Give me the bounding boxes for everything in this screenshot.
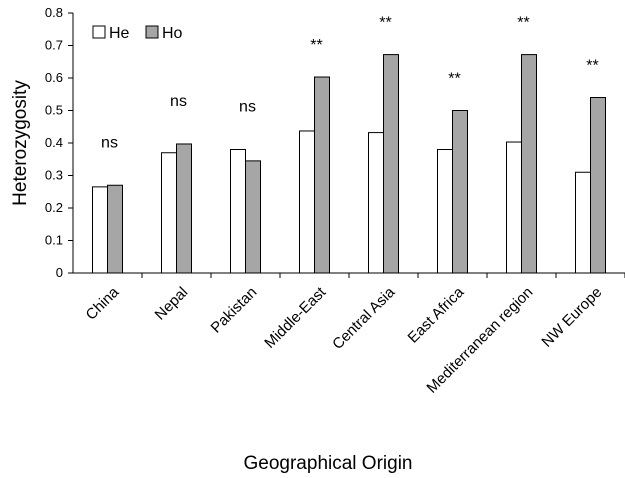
significance-label: ** <box>586 58 598 75</box>
bar-ho <box>107 184 123 274</box>
significance-label: ** <box>448 71 460 88</box>
y-tick-label: 0.7 <box>45 38 63 53</box>
legend-label-he: He <box>109 25 130 42</box>
category-label: NW Europe <box>538 284 605 351</box>
x-axis-title: Geographical Origin <box>244 453 413 474</box>
category-label: Central Asia <box>329 283 399 353</box>
significance-label: ns <box>239 99 256 116</box>
y-tick-label: 0.8 <box>45 5 63 20</box>
bar-ho <box>245 160 261 274</box>
legend: He Ho <box>92 25 183 42</box>
legend-swatch-ho <box>145 25 159 39</box>
y-tick-label: 0 <box>56 265 63 280</box>
bar-ho <box>590 97 606 274</box>
bar-he <box>299 130 315 274</box>
y-tick-label: 0.4 <box>45 135 63 150</box>
y-tick-label: 0.1 <box>45 233 63 248</box>
bar-ho <box>383 54 399 274</box>
category-label: East Africa <box>405 283 468 346</box>
bar-he <box>575 171 591 274</box>
bar-he <box>437 149 453 274</box>
bar-he <box>92 186 108 274</box>
y-axis-title: Heterozygosity <box>10 80 31 206</box>
significance-label: ** <box>517 15 529 32</box>
bar-ho <box>452 110 468 274</box>
category-label: Nepal <box>152 284 192 324</box>
y-tick-label: 0.6 <box>45 70 63 85</box>
plot-area: 0 0.1 0.2 0.3 0.4 0.5 0.6 0.7 0.8 ns China ns Nepal n… <box>45 5 625 397</box>
bar-he <box>161 152 177 274</box>
category-label: Pakistan <box>208 284 261 337</box>
category-label: China <box>83 283 123 323</box>
significance-label: ** <box>310 37 322 54</box>
bar-ho <box>521 54 537 274</box>
legend-swatch-he <box>92 25 106 39</box>
significance-label: ns <box>101 134 118 151</box>
significance-label: ns <box>170 93 187 110</box>
y-tick-label: 0.3 <box>45 168 63 183</box>
y-tick-label: 0.2 <box>45 200 63 215</box>
bar-ho <box>176 143 192 274</box>
significance-label: ** <box>379 15 391 32</box>
bar-ho <box>314 76 330 274</box>
bar-he <box>230 149 246 274</box>
category-label: Middle-East <box>261 283 330 352</box>
bar-he <box>368 132 384 274</box>
legend-label-ho: Ho <box>162 25 183 42</box>
bar-he <box>506 141 522 274</box>
y-tick-label: 0.5 <box>45 103 63 118</box>
